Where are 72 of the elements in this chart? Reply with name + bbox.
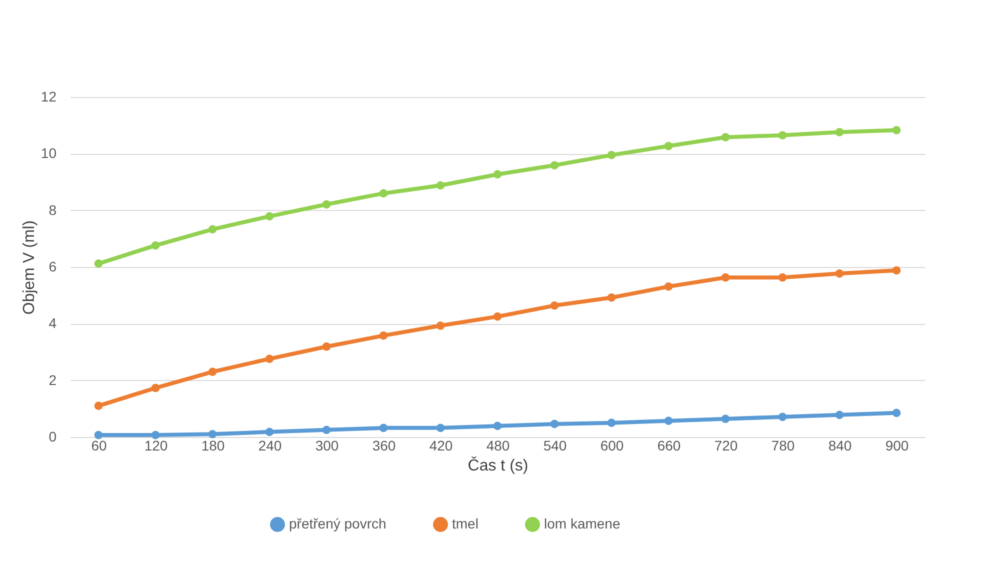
y-tick-label: 8 [48,202,57,218]
point [892,408,901,418]
point [322,342,331,351]
point [436,424,445,432]
point [94,259,103,268]
x-tick-label: 780 [771,438,795,454]
point [94,402,103,410]
x-tick-label: 240 [258,438,282,454]
point [892,126,901,134]
point [151,430,160,440]
x-tick-label: 720 [714,438,738,454]
point [493,312,502,321]
point [778,131,787,140]
point [664,142,673,150]
point [550,420,559,428]
point [664,282,673,291]
point [265,354,274,363]
x-tick-label: 300 [315,438,339,454]
point [607,293,616,302]
x-tick-label: 660 [657,438,681,454]
point [721,414,730,424]
point [550,161,559,170]
x-tick-label: 60 [91,438,107,454]
y-tick-label: 4 [48,315,57,332]
point [265,212,274,220]
point [721,273,730,282]
legend-label: přetřený povrch [289,516,386,532]
point [550,301,559,310]
point [322,426,331,434]
x-tick-label: 840 [828,438,852,454]
point [208,225,217,234]
point [322,200,331,209]
y-tick-label: 6 [48,258,57,274]
point [778,273,787,282]
x-tick-label: 420 [429,438,453,454]
x-tick-label: 480 [486,438,510,454]
y-tick-label: 10 [40,145,57,162]
x-tick-label: 900 [885,438,909,454]
y-tick-label: 2 [48,372,57,388]
point [208,430,217,438]
point [493,422,502,430]
point [607,418,616,428]
point [835,410,844,420]
point [379,424,388,432]
x-tick-label: 120 [144,438,168,454]
point [265,428,274,436]
point [778,412,787,422]
y-tick-label: 0 [48,428,57,444]
y-tick-label: 12 [40,88,57,104]
point [151,384,160,392]
y-axis-title: Objem V (ml) [20,220,38,315]
legend-label: tmel [452,516,478,532]
point [664,416,673,426]
point [493,170,502,179]
point [208,368,217,376]
point [379,189,388,198]
x-tick-label: 600 [600,438,624,454]
point [379,331,388,340]
point [607,150,616,160]
x-tick-label: 180 [201,438,225,454]
legend-label: lom kamene [544,516,620,532]
point [436,321,445,330]
point [892,266,901,275]
point [835,128,844,136]
point [721,133,730,142]
point [436,181,445,190]
x-tick-label: 360 [372,438,396,454]
x-tick-label: 540 [543,438,567,454]
x-axis-title: Čas t (s) [468,456,528,474]
point [835,269,844,278]
point [151,241,160,250]
point [94,430,103,440]
